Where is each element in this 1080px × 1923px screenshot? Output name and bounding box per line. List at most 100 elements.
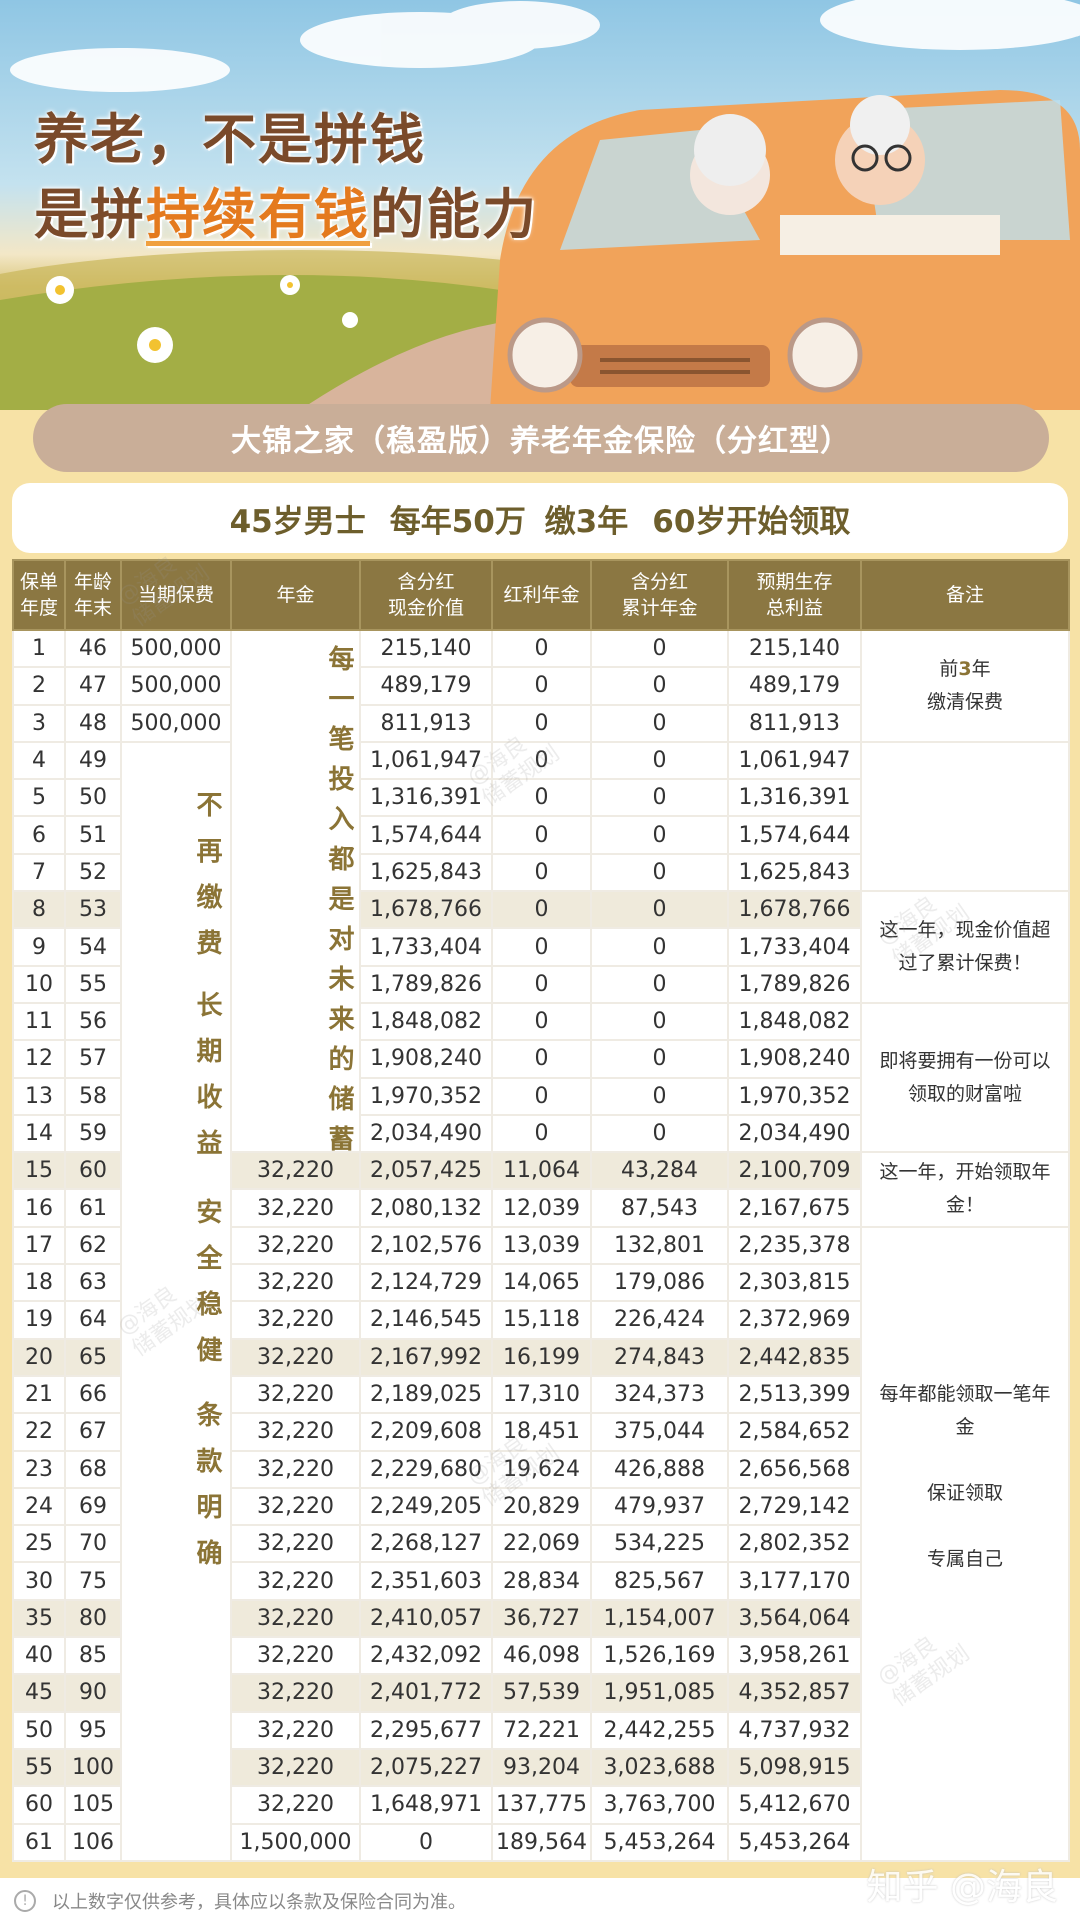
- table-row: 22 67 32,220 2,209,608 18,451 375,044 2,584,65…: [12, 1412, 1069, 1452]
- table-cell: 80: [64, 1598, 122, 1639]
- scenario-start: 60岁开始领取: [652, 503, 851, 540]
- premium-slogan: 不再缴费: [192, 790, 222, 975]
- table-cell: 55: [64, 964, 122, 1004]
- headline-post: 的能力: [370, 183, 538, 246]
- table-cell: 0: [590, 815, 729, 855]
- table-cell: 22: [12, 1412, 66, 1452]
- table-cell: 69: [64, 1486, 122, 1527]
- table-row: 11 56 1,848,082 0 0 1,848,082 即将要拥有一份可以领取的财富啦: [12, 1001, 1070, 1154]
- table-cell: 32,220: [230, 1598, 361, 1639]
- table-cell: 0: [590, 1039, 729, 1079]
- table-cell: 32,220: [230, 1747, 361, 1788]
- table-cell: 52: [64, 852, 122, 893]
- table-cell: 1,789,826: [359, 964, 493, 1004]
- table-cell: 2,034,490: [727, 1113, 862, 1154]
- table-cell: 2,656,568: [727, 1449, 862, 1489]
- table-cell: 100: [64, 1747, 122, 1788]
- table-row: 20 65 32,220 2,167,992 16,199 274,843 2,442,83…: [12, 1337, 1069, 1377]
- table-row: 24 69 32,220 2,249,205 20,829 479,937 2,729,14…: [12, 1486, 1069, 1527]
- table-row: 5 50 1,316,391 0 0 1,316,391: [12, 778, 1069, 818]
- table-header-row: 保单 年度 年龄 年末 当期保费 年金 含分红 现金价值 红利年金 含分红 累计年金 预期生存…: [12, 559, 1070, 631]
- remark-cell: [860, 740, 1070, 893]
- table-cell: 56: [64, 1001, 122, 1042]
- table-cell: 4,737,932: [727, 1710, 862, 1750]
- table-cell: 5,098,915: [727, 1747, 862, 1788]
- table-row: 25 70 32,220 2,268,127 22,069 534,225 2,802,35…: [12, 1524, 1069, 1564]
- table-cell: 811,913: [727, 703, 862, 743]
- table-cell: 479,937: [590, 1486, 729, 1527]
- table-cell: 324,373: [590, 1374, 729, 1415]
- remark-text: 前: [939, 657, 959, 680]
- table-cell: 1,908,240: [727, 1039, 862, 1079]
- table-cell: 0: [590, 1076, 729, 1116]
- table-cell: 2,034,490: [359, 1113, 493, 1154]
- column-header: 当期保费: [120, 559, 232, 631]
- table-cell: 20,829: [491, 1486, 592, 1527]
- table-cell: 18,451: [491, 1412, 592, 1452]
- scenario-subtitle: 45岁男士 每年50万 缴3年 60岁开始领取: [12, 483, 1068, 553]
- table-cell: 0: [590, 666, 729, 706]
- table-cell: 2,189,025: [359, 1374, 493, 1415]
- table-cell: 19,624: [491, 1449, 592, 1489]
- table-cell: 64: [64, 1300, 122, 1340]
- table-cell: 2,442,255: [590, 1710, 729, 1750]
- table-cell: 2,229,680: [359, 1449, 493, 1489]
- table-cell: 2,100,709: [727, 1151, 862, 1191]
- remark-cell: 即将要拥有一份可以领取的财富啦: [860, 1001, 1070, 1154]
- table-cell: 66: [64, 1374, 122, 1415]
- table-cell: 51: [64, 815, 122, 855]
- table-cell: 20: [12, 1337, 66, 1377]
- table-cell: 1,625,843: [727, 852, 862, 893]
- table-row: 1 46 500,000 每一笔投入都是对未来的储蓄 215,140 0 0 215,140 前…: [12, 628, 1070, 1165]
- table-cell: 0: [491, 927, 592, 967]
- table-cell: 106: [64, 1822, 122, 1862]
- table-cell: 93,204: [491, 1747, 592, 1788]
- table-cell: 53: [64, 890, 122, 930]
- table-cell: 2,057,425: [359, 1151, 493, 1191]
- table-cell: 10: [12, 964, 66, 1004]
- table-cell: 32,220: [230, 1785, 361, 1825]
- table-cell: 2,432,092: [359, 1636, 493, 1676]
- table-row: 7 52 1,625,843 0 0 1,625,843: [12, 852, 1069, 893]
- table-cell: 32,220: [230, 1337, 361, 1377]
- table-cell: 9: [12, 927, 66, 967]
- table-cell: 2,802,352: [727, 1524, 862, 1564]
- table-row: 30 75 32,220 2,351,603 28,834 825,567 3,177,17…: [12, 1561, 1069, 1601]
- table-row: 10 55 1,789,826 0 0 1,789,826: [12, 964, 1069, 1004]
- remark-text: 每年都能领取一笔年金 保证领取 专属自己: [879, 1382, 1051, 1570]
- table-cell: 2: [12, 666, 66, 706]
- table-cell: 0: [491, 740, 592, 781]
- table-cell: 0: [590, 703, 729, 743]
- table-cell: 189,564: [491, 1822, 592, 1862]
- disclaimer-text: 以上数字仅供参考，具体应以条款及保险合同为准。: [52, 1891, 466, 1913]
- table-cell: 2,167,992: [359, 1337, 493, 1377]
- remark-text: 这一年，开始领取年金！: [879, 1161, 1051, 1217]
- table-cell: 95: [64, 1710, 122, 1750]
- table-cell: 1,678,766: [727, 890, 862, 930]
- table-cell: 2,249,205: [359, 1486, 493, 1527]
- table-row: 18 63 32,220 2,124,729 14,065 179,086 2,303,81…: [12, 1263, 1069, 1303]
- table-cell: 19: [12, 1300, 66, 1340]
- table-cell: 500,000: [120, 628, 232, 669]
- table-cell: 11,064: [491, 1151, 592, 1191]
- table-cell: 8: [12, 890, 66, 930]
- table-cell: 32,220: [230, 1486, 361, 1527]
- table-cell: 0: [491, 1001, 592, 1042]
- table-cell: 36,727: [491, 1598, 592, 1639]
- table-row: 8 53 1,678,766 0 0 1,678,766 这一年，现金价值超过了累计保费！: [12, 890, 1070, 1004]
- table-cell: 72,221: [491, 1710, 592, 1750]
- table-cell: 87,543: [590, 1188, 729, 1228]
- table-cell: 0: [491, 1113, 592, 1154]
- table-cell: 500,000: [120, 703, 232, 743]
- table-cell: 2,513,399: [727, 1374, 862, 1415]
- table-cell: 32,220: [230, 1636, 361, 1676]
- table-cell: 2,401,772: [359, 1673, 493, 1713]
- table-cell: 3,763,700: [590, 1785, 729, 1825]
- table-row: 23 68 32,220 2,229,680 19,624 426,888 2,656,56…: [12, 1449, 1069, 1489]
- table-cell: 68: [64, 1449, 122, 1489]
- table-cell: 0: [491, 815, 592, 855]
- table-cell: 2,075,227: [359, 1747, 493, 1788]
- benefit-illustration-table: 保单 年度 年龄 年末 当期保费 年金 含分红 现金价值 红利年金 含分红 累计年金 预期生存…: [12, 559, 1070, 1862]
- remark-text: 年 缴清保费: [926, 657, 1003, 713]
- scenario-premium: 每年50万 缴3年: [389, 503, 629, 540]
